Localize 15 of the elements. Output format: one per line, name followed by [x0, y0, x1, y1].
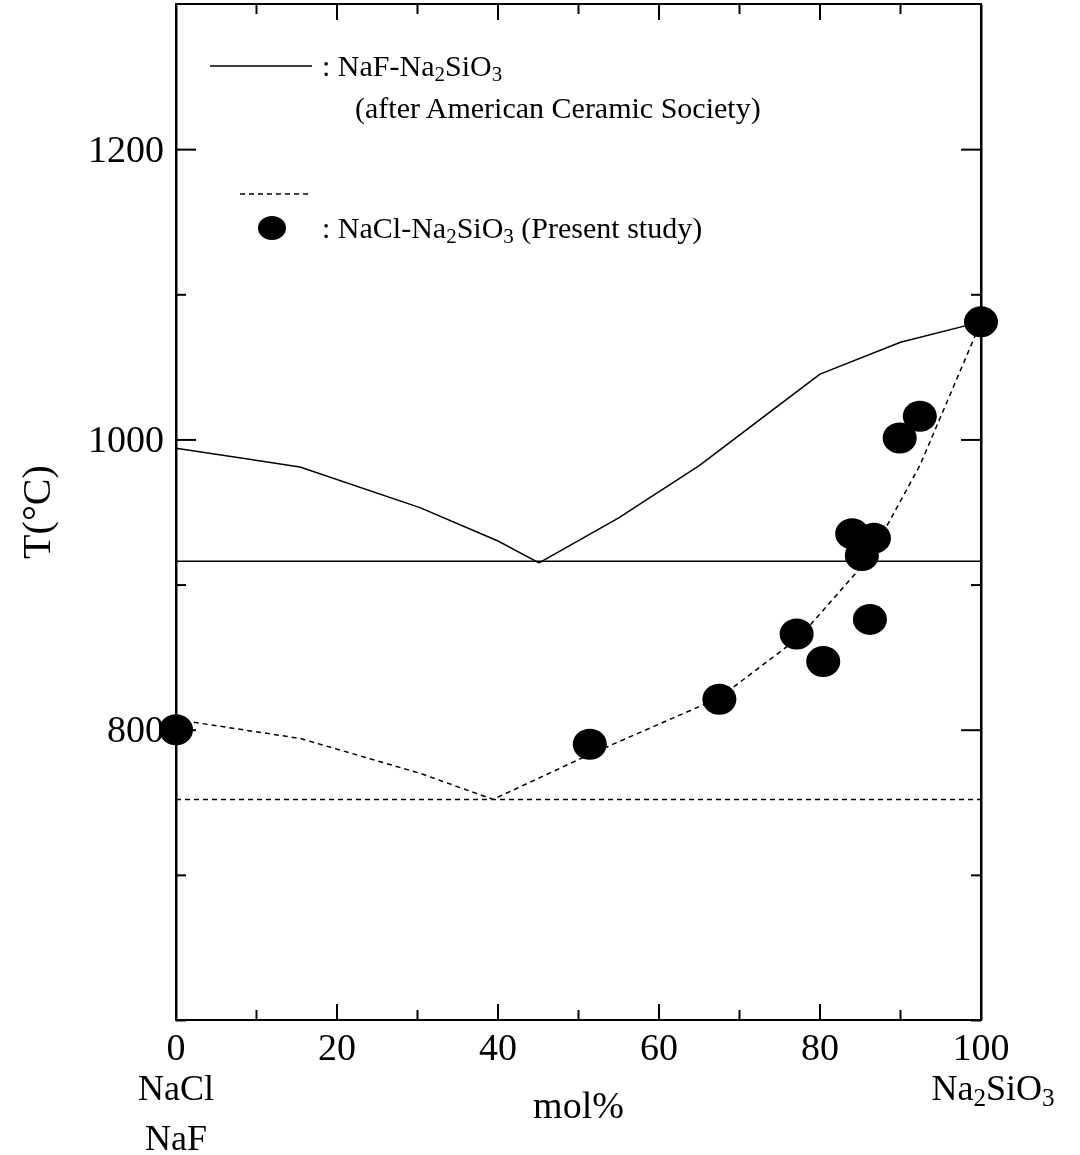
- y-tick-label: 1000: [88, 418, 164, 461]
- x-tick-label: 80: [801, 1026, 839, 1068]
- legend-label: : NaF-Na$_{2}$SiO$_{3}$ (after American Ceramic Society): [322, 49, 761, 125]
- y-tick-label: 800: [107, 708, 164, 751]
- x-axis-title: mol%: [533, 1084, 624, 1126]
- legend-label: : NaCl-Na$_{2}$SiO$_{3}$ (Present study): [322, 211, 703, 249]
- x-tick-label: 0: [166, 1026, 186, 1068]
- x-tick-label: 60: [640, 1026, 678, 1068]
- x-tick-label: 100: [952, 1026, 1010, 1068]
- y-axis-title: T(°C): [14, 465, 59, 559]
- x-tick-label: 20: [318, 1026, 356, 1068]
- text: Na$_{2}$SiO$_{3}$: [931, 1068, 1055, 1112]
- y-tick-label: 1200: [88, 127, 164, 170]
- x-tick-label: 40: [479, 1026, 517, 1068]
- text: NaCl NaF: [138, 1068, 214, 1155]
